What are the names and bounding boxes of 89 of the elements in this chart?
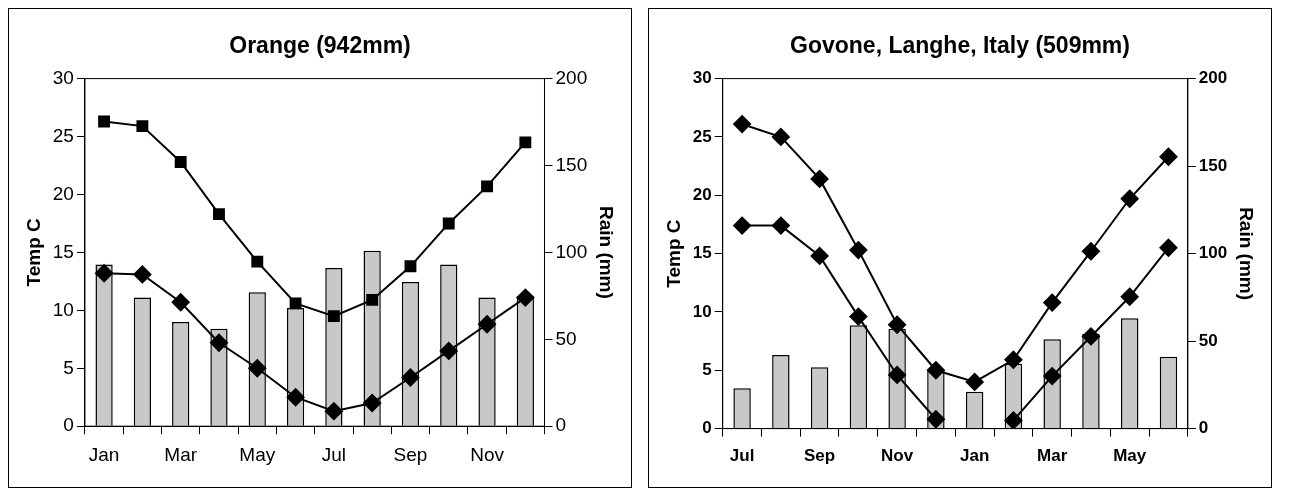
- y2-tick-label: 150: [1198, 155, 1228, 175]
- point: [136, 120, 149, 133]
- x-tick-label: Jan: [960, 446, 990, 466]
- y-tick-label: 30: [692, 68, 712, 88]
- y2-tick-label: 200: [1198, 68, 1228, 88]
- point: [251, 255, 264, 268]
- point: [366, 293, 379, 306]
- point: [327, 310, 340, 323]
- point: [519, 136, 532, 149]
- y-axis-title: Temp C: [662, 219, 684, 288]
- y2-tick-label: 200: [555, 66, 588, 88]
- point: [1004, 411, 1023, 429]
- point: [733, 216, 752, 235]
- point: [1159, 147, 1178, 166]
- y2-tick-label: 150: [555, 153, 588, 175]
- y-tick-label: 25: [52, 124, 74, 146]
- y-tick-label: 30: [52, 66, 74, 88]
- point: [248, 359, 267, 378]
- y2-tick-label: 100: [1198, 243, 1228, 263]
- x-tick-label: May: [1113, 446, 1147, 466]
- x-tick-label: Jan: [88, 443, 120, 465]
- point: [442, 217, 455, 230]
- point: [1120, 287, 1139, 306]
- point: [1004, 350, 1023, 369]
- y-tick-label: 25: [692, 126, 712, 146]
- y2-tick-label: 0: [1198, 418, 1209, 438]
- point: [478, 315, 497, 334]
- point: [888, 315, 907, 334]
- chart-title: Govone, Langhe, Italy (509mm): [790, 32, 1130, 59]
- point: [213, 208, 225, 221]
- y-tick-label: 20: [692, 184, 712, 204]
- point: [771, 127, 790, 146]
- point: [926, 361, 945, 380]
- point: [1043, 293, 1062, 312]
- y-tick-label: 15: [52, 240, 74, 262]
- y2-axis-title: Rain (mm): [596, 205, 618, 299]
- point: [1159, 238, 1178, 257]
- y-tick-label: 15: [692, 243, 712, 263]
- point: [171, 293, 190, 312]
- point: [849, 241, 868, 260]
- point: [849, 307, 868, 326]
- x-tick-label: Jul: [729, 446, 755, 466]
- point: [174, 156, 187, 168]
- point: [98, 115, 111, 128]
- y-tick-label: 5: [702, 359, 712, 379]
- point: [810, 246, 829, 265]
- x-tick-label: Nov: [470, 443, 505, 465]
- point: [1120, 189, 1139, 208]
- point: [771, 216, 790, 235]
- y2-tick-label: 50: [1198, 330, 1218, 350]
- point: [324, 402, 343, 421]
- y2-tick-label: 100: [555, 240, 588, 262]
- point: [888, 365, 907, 384]
- point: [481, 180, 493, 193]
- point: [926, 410, 945, 429]
- point: [286, 388, 305, 407]
- point: [1081, 327, 1100, 346]
- y-tick-label: 0: [702, 418, 712, 438]
- y2-tick-label: 50: [555, 327, 577, 349]
- point: [1081, 242, 1100, 261]
- y-tick-label: 20: [52, 182, 74, 204]
- point: [401, 368, 420, 387]
- point: [516, 288, 535, 307]
- x-tick-label: Sep: [393, 443, 428, 465]
- y-tick-label: 0: [63, 414, 74, 436]
- point: [810, 169, 829, 188]
- point: [439, 341, 458, 360]
- y-tick-label: 10: [692, 301, 712, 321]
- point: [404, 260, 417, 273]
- point: [965, 372, 984, 391]
- x-tick-label: Nov: [881, 446, 914, 466]
- point: [289, 297, 302, 310]
- y2-tick-label: 0: [555, 414, 567, 436]
- chart-title: Orange (942mm): [229, 32, 411, 59]
- x-tick-label: Sep: [804, 446, 836, 466]
- point: [363, 394, 382, 413]
- y-tick-label: 10: [52, 298, 74, 320]
- point: [733, 115, 752, 134]
- y-tick-label: 5: [63, 356, 74, 378]
- x-tick-label: Mar: [1037, 446, 1068, 466]
- x-tick-label: May: [239, 443, 276, 465]
- point: [209, 333, 228, 352]
- y-axis-title: Temp C: [22, 217, 44, 287]
- point: [133, 265, 152, 284]
- point: [1043, 367, 1062, 386]
- x-tick-label: Jul: [321, 443, 347, 465]
- point: [95, 264, 114, 283]
- y2-axis-title: Rain (mm): [1236, 207, 1258, 301]
- x-tick-label: Mar: [164, 443, 198, 465]
